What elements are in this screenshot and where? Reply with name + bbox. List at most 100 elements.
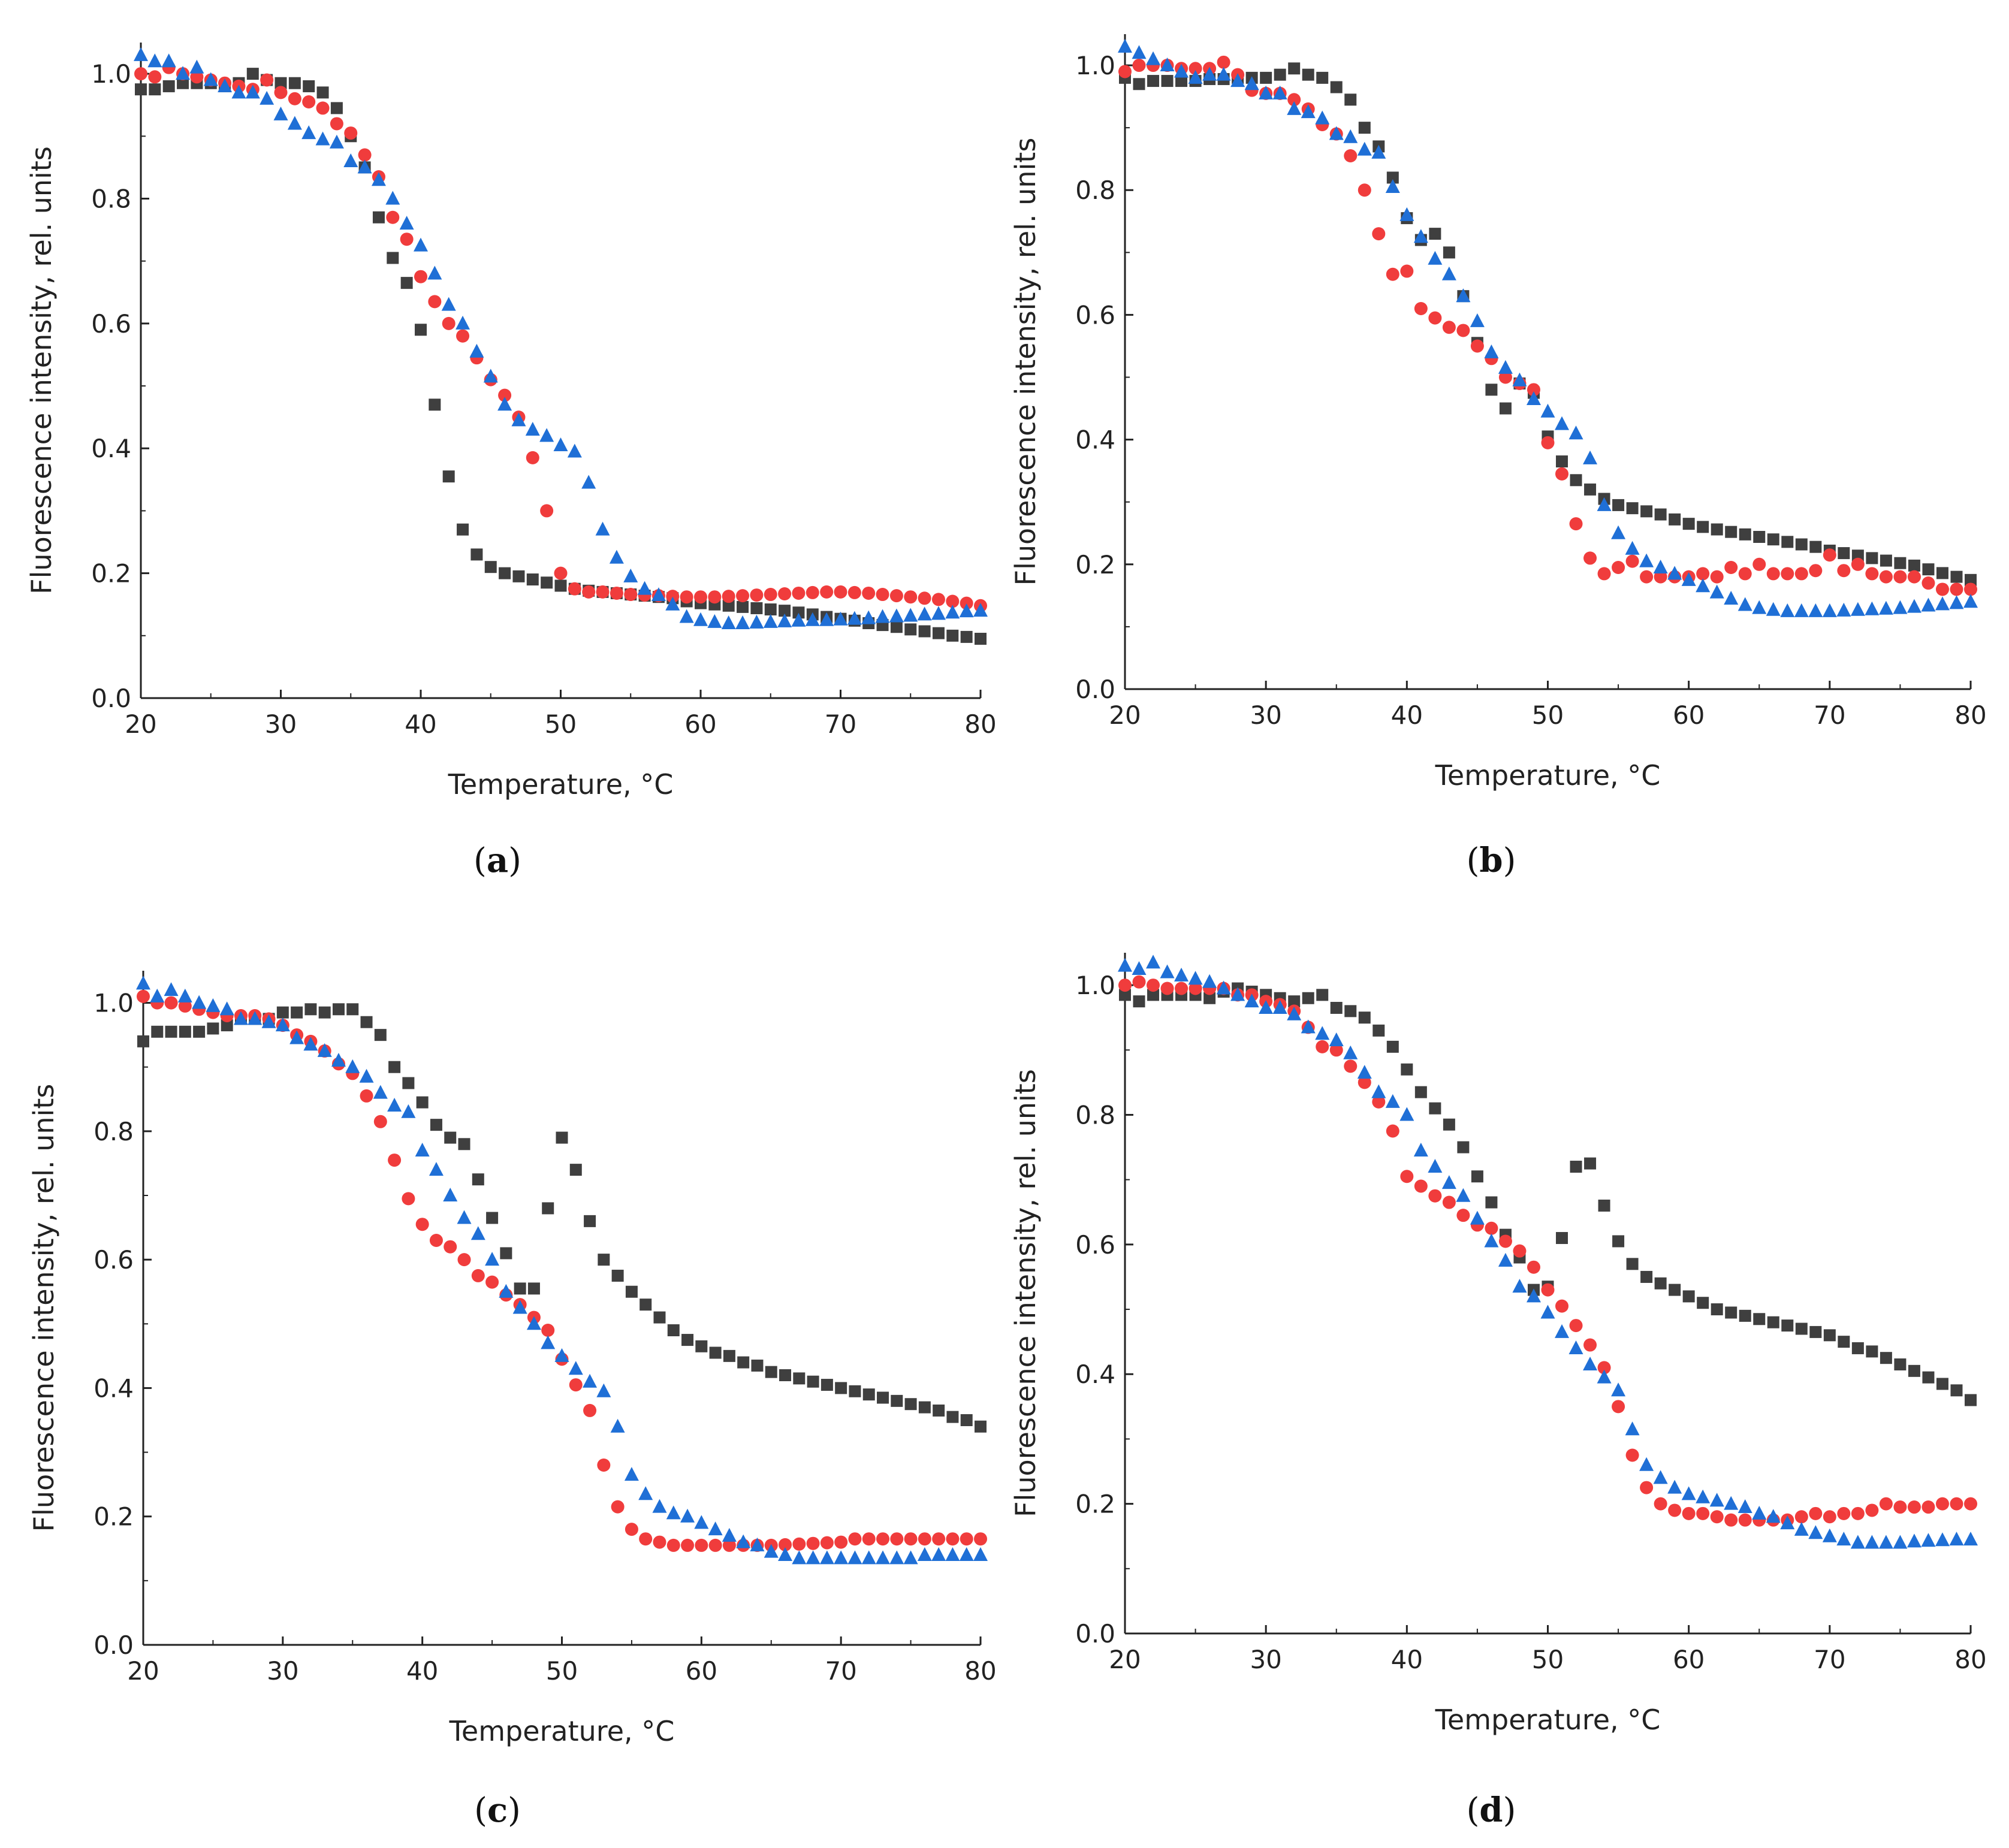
data-point-triangle xyxy=(1724,1496,1739,1510)
data-point-circle xyxy=(1175,982,1188,995)
x-tick-label: 40 xyxy=(406,1656,438,1686)
x-tick-label: 60 xyxy=(686,1656,717,1686)
data-point-triangle xyxy=(568,1361,583,1375)
data-point-square xyxy=(1965,573,1977,586)
data-point-square xyxy=(276,1006,289,1019)
data-point-square xyxy=(388,1061,401,1073)
data-point-square xyxy=(1908,1364,1920,1377)
data-point-square xyxy=(1119,989,1131,1001)
data-point-triangle xyxy=(399,216,414,230)
data-point-triangle xyxy=(861,610,876,624)
data-point-circle xyxy=(1188,982,1202,995)
data-point-triangle xyxy=(441,297,456,311)
data-point-circle xyxy=(415,1218,429,1231)
data-point-square xyxy=(1414,1086,1427,1098)
data-point-square xyxy=(1274,68,1286,81)
data-point-square xyxy=(1809,540,1822,553)
data-point-triangle xyxy=(1441,1175,1456,1189)
data-point-square xyxy=(541,576,553,589)
data-point-circle xyxy=(610,586,623,600)
data-point-triangle xyxy=(847,611,862,625)
data-point-triangle xyxy=(1639,1457,1654,1471)
data-point-triangle xyxy=(1653,1470,1668,1484)
data-point-triangle xyxy=(192,995,207,1009)
series-circles xyxy=(1118,975,1977,1527)
data-point-triangle xyxy=(819,1550,834,1565)
data-point-square xyxy=(764,603,777,616)
data-point-triangle xyxy=(1878,1535,1893,1549)
data-point-square xyxy=(1344,1005,1357,1017)
data-point-circle xyxy=(974,1532,987,1546)
data-point-triangle xyxy=(861,1550,876,1565)
data-point-square xyxy=(1133,995,1145,1008)
data-point-triangle xyxy=(359,1068,374,1083)
data-point-circle xyxy=(1414,1179,1428,1193)
data-point-square xyxy=(1288,995,1301,1008)
data-point-circle xyxy=(931,593,945,606)
data-point-square xyxy=(807,1375,819,1388)
data-point-square xyxy=(1457,1141,1470,1154)
data-point-triangle xyxy=(1146,955,1161,969)
data-point-triangle xyxy=(1132,45,1147,59)
data-point-triangle xyxy=(1259,85,1274,99)
data-point-square xyxy=(526,573,539,586)
data-point-square xyxy=(1880,554,1892,567)
data-point-square xyxy=(1795,538,1808,551)
data-point-circle xyxy=(358,148,372,162)
y-tick-label: 0.0 xyxy=(1075,675,1115,704)
data-point-triangle xyxy=(331,1053,346,1067)
data-point-circle xyxy=(1329,1043,1343,1057)
data-point-triangle xyxy=(497,397,512,411)
data-point-triangle xyxy=(373,1085,388,1099)
data-point-triangle xyxy=(1737,1499,1752,1514)
data-point-square xyxy=(1682,518,1695,530)
data-point-square xyxy=(695,1340,708,1352)
data-point-circle xyxy=(1372,227,1386,241)
data-point-triangle xyxy=(1343,129,1358,143)
data-point-square xyxy=(360,1016,373,1028)
data-point-circle xyxy=(1682,1506,1696,1520)
data-point-triangle xyxy=(499,1284,514,1298)
data-point-square xyxy=(1682,1290,1695,1303)
data-point-triangle xyxy=(260,90,274,105)
y-tick-label: 0.6 xyxy=(1075,1230,1115,1260)
data-point-square xyxy=(598,1254,610,1266)
data-point-circle xyxy=(624,588,638,602)
data-point-triangle xyxy=(248,1011,263,1025)
data-point-triangle xyxy=(1583,1357,1598,1371)
data-point-circle xyxy=(1935,1497,1949,1511)
data-point-circle xyxy=(1160,982,1174,995)
data-point-circle xyxy=(360,1089,373,1103)
data-point-square xyxy=(1302,68,1314,81)
data-point-triangle xyxy=(945,605,960,619)
data-point-triangle xyxy=(637,581,652,595)
data-point-triangle xyxy=(1456,1188,1471,1202)
data-point-triangle xyxy=(1850,602,1865,616)
data-point-circle xyxy=(386,210,400,224)
data-point-triangle xyxy=(917,606,932,621)
data-point-triangle xyxy=(1132,961,1147,976)
data-point-triangle xyxy=(1230,987,1245,1001)
data-point-circle xyxy=(932,1532,946,1546)
data-point-triangle xyxy=(512,1300,527,1314)
series-triangles xyxy=(134,47,988,629)
data-point-square xyxy=(151,1025,164,1038)
data-point-triangle xyxy=(219,1001,234,1016)
data-point-square xyxy=(457,523,469,536)
data-point-circle xyxy=(1654,1497,1667,1511)
data-point-circle xyxy=(666,1538,680,1552)
data-point-triangle xyxy=(1244,76,1259,90)
data-point-square xyxy=(1922,563,1935,576)
data-point-triangle xyxy=(1371,144,1386,159)
data-point-triangle xyxy=(1526,1288,1541,1303)
data-point-circle xyxy=(1428,311,1442,325)
data-point-square xyxy=(904,1398,917,1411)
data-point-circle xyxy=(1612,1400,1625,1414)
data-point-triangle xyxy=(1188,70,1203,84)
data-point-triangle xyxy=(526,1316,541,1330)
data-point-triangle xyxy=(1399,207,1414,221)
data-point-square xyxy=(1612,1235,1625,1248)
data-point-square xyxy=(639,1299,652,1311)
data-point-circle xyxy=(1809,1506,1823,1520)
data-point-triangle xyxy=(1836,1532,1851,1546)
